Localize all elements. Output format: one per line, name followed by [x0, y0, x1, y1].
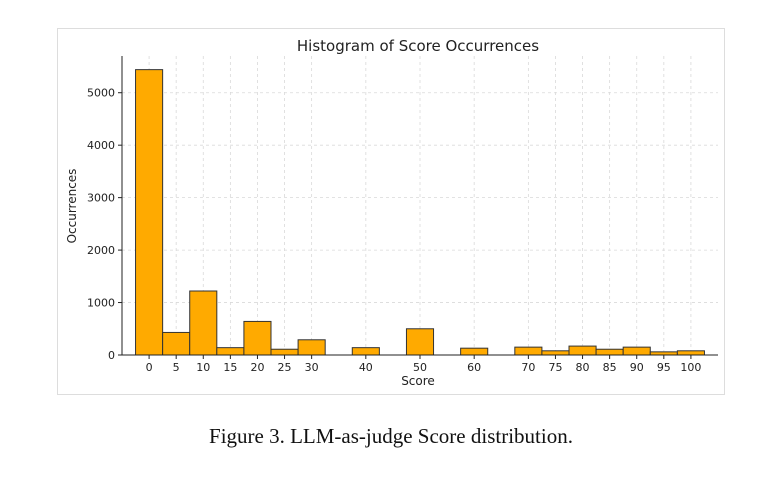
- histogram-bar-60: [460, 347, 489, 356]
- histogram-bar-5: [162, 331, 191, 356]
- chart-frame: 0 5 10 15 20 25 30 40 50 60 70 75 80 85 90 95 100 0 1000 20…: [57, 28, 725, 395]
- x-tick-label-75: 75: [548, 361, 562, 374]
- chart-title: Histogram of Score Occurrences: [297, 37, 539, 55]
- grid-layer: [122, 56, 718, 356]
- x-tick-label-85: 85: [603, 361, 617, 374]
- axis-layer: 0 5 10 15 20 25 30 40 50 60 70 75 80 85 90 95 1000100020…: [87, 56, 718, 374]
- x-tick-label-25: 25: [278, 361, 292, 374]
- histogram-bar-70: [514, 346, 543, 356]
- x-tick-label-60: 60: [467, 361, 481, 374]
- x-tick-label-70: 70: [521, 361, 535, 374]
- x-tick-label-0: 0: [146, 361, 153, 374]
- y-tick-label-1000: 1000: [87, 297, 115, 310]
- y-tick-label-4000: 4000: [87, 139, 115, 152]
- histogram-bar-100: [676, 350, 705, 356]
- x-tick-label-30: 30: [305, 361, 319, 374]
- x-tick-label-95: 95: [657, 361, 671, 374]
- histogram-bar-40: [351, 347, 380, 356]
- y-tick-label-2000: 2000: [87, 244, 115, 257]
- x-tick-label-90: 90: [630, 361, 644, 374]
- histogram-bar-30: [297, 339, 326, 356]
- x-tick-label-5: 5: [173, 361, 180, 374]
- x-tick-label-40: 40: [359, 361, 373, 374]
- histogram-bar-90: [622, 346, 651, 356]
- x-axis-label: Score: [401, 374, 435, 388]
- histogram-bar-20: [243, 320, 272, 356]
- x-tick-label-100: 100: [680, 361, 701, 374]
- x-tick-label-10: 10: [196, 361, 210, 374]
- histogram-chart: 0 5 10 15 20 25 30 40 50 60 70 75 80 85 90 95 1000100020…: [65, 37, 718, 388]
- x-tick-label-50: 50: [413, 361, 427, 374]
- x-tick-label-20: 20: [250, 361, 264, 374]
- bars-layer: [135, 69, 705, 356]
- figure-caption: Figure 3. LLM-as-judge Score distributio…: [209, 424, 573, 448]
- histogram-bar-0: [135, 69, 164, 356]
- histogram-bar-10: [189, 290, 218, 356]
- histogram-bar-85: [595, 348, 624, 356]
- x-tick-label-80: 80: [576, 361, 590, 374]
- histogram-bar-75: [541, 350, 570, 356]
- x-tick-label-15: 15: [223, 361, 237, 374]
- y-tick-label-5000: 5000: [87, 87, 115, 100]
- histogram-bar-50: [405, 328, 435, 356]
- histogram-bar-80: [568, 345, 597, 356]
- histogram-bar-25: [270, 348, 299, 356]
- y-tick-label-0: 0: [108, 349, 115, 362]
- histogram-bar-15: [216, 347, 245, 356]
- y-axis-label: Occurrences: [65, 169, 79, 244]
- y-tick-label-3000: 3000: [87, 192, 115, 205]
